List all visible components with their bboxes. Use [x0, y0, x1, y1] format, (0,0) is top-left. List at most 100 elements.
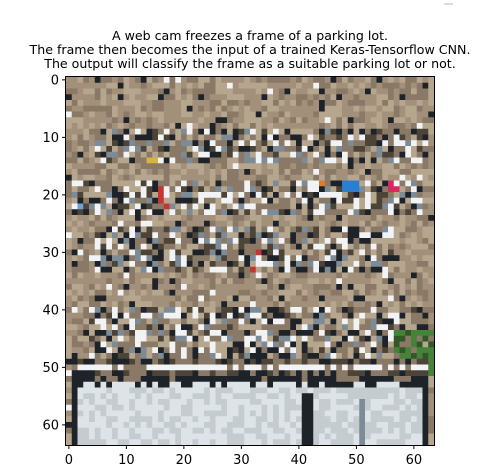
image-pixel	[152, 215, 159, 222]
image-pixel	[342, 347, 349, 354]
image-pixel	[94, 169, 101, 176]
image-pixel	[428, 335, 435, 342]
image-pixel	[405, 243, 412, 250]
image-pixel	[192, 163, 199, 170]
image-pixel	[238, 399, 245, 406]
image-pixel	[353, 111, 360, 118]
image-pixel	[215, 312, 222, 319]
image-pixel	[89, 94, 96, 101]
image-pixel	[428, 433, 435, 440]
image-pixel	[278, 347, 285, 354]
image-pixel	[261, 312, 268, 319]
image-pixel	[388, 192, 395, 199]
image-pixel	[117, 220, 124, 227]
image-pixel	[416, 358, 423, 365]
image-pixel	[307, 192, 314, 199]
image-pixel	[238, 364, 245, 371]
image-pixel	[83, 151, 90, 158]
image-pixel	[330, 261, 337, 268]
image-pixel	[152, 88, 159, 95]
image-pixel	[347, 209, 354, 216]
image-pixel	[296, 266, 303, 273]
image-pixel	[393, 94, 400, 101]
image-pixel	[66, 284, 73, 291]
image-pixel	[365, 140, 372, 147]
image-pixel	[416, 88, 423, 95]
image-pixel	[342, 272, 349, 279]
image-pixel	[146, 232, 153, 239]
image-pixel	[89, 410, 96, 417]
image-pixel	[192, 105, 199, 112]
image-pixel	[89, 82, 96, 89]
image-pixel	[198, 226, 205, 233]
image-pixel	[347, 255, 354, 262]
image-pixel	[284, 169, 291, 176]
image-pixel	[152, 163, 159, 170]
image-pixel	[146, 341, 153, 348]
image-pixel	[175, 301, 182, 308]
image-pixel	[135, 128, 142, 135]
image-pixel	[140, 272, 147, 279]
image-pixel	[112, 174, 119, 181]
image-pixel	[83, 289, 90, 296]
image-pixel	[261, 422, 268, 429]
image-pixel	[71, 312, 78, 319]
image-pixel	[238, 94, 245, 101]
image-pixel	[353, 209, 360, 216]
image-pixel	[100, 180, 107, 187]
image-pixel	[232, 88, 239, 95]
image-pixel	[250, 324, 257, 331]
image-pixel	[370, 278, 377, 285]
image-pixel	[71, 151, 78, 158]
image-pixel	[382, 393, 389, 400]
image-pixel	[273, 404, 280, 411]
image-pixel	[158, 117, 165, 124]
image-pixel	[376, 128, 383, 135]
image-pixel	[307, 422, 314, 429]
image-pixel	[140, 439, 147, 446]
image-pixel	[117, 295, 124, 302]
image-pixel	[232, 433, 239, 440]
image-pixel	[100, 105, 107, 112]
image-pixel	[232, 232, 239, 239]
image-pixel	[112, 192, 119, 199]
image-pixel	[77, 77, 84, 84]
image-pixel	[284, 123, 291, 130]
image-pixel	[347, 393, 354, 400]
image-pixel	[152, 393, 159, 400]
image-pixel	[181, 358, 188, 365]
image-pixel	[94, 146, 101, 153]
image-pixel	[152, 169, 159, 176]
image-pixel	[198, 209, 205, 216]
image-pixel	[342, 318, 349, 325]
image-pixel	[422, 128, 429, 135]
image-pixel	[428, 88, 435, 95]
image-pixel	[382, 180, 389, 187]
image-pixel	[353, 312, 360, 319]
image-pixel	[192, 128, 199, 135]
image-pixel	[296, 249, 303, 256]
image-pixel	[129, 226, 136, 233]
image-pixel	[313, 301, 320, 308]
image-pixel	[186, 370, 193, 377]
image-pixel	[181, 215, 188, 222]
image-pixel	[399, 157, 406, 164]
image-pixel	[428, 284, 435, 291]
image-pixel	[89, 399, 96, 406]
image-pixel	[399, 393, 406, 400]
image-pixel	[66, 295, 73, 302]
image-pixel	[411, 307, 418, 314]
image-pixel	[255, 347, 262, 354]
image-pixel	[163, 134, 170, 141]
image-pixel	[209, 387, 216, 394]
image-pixel	[186, 203, 193, 210]
image-pixel	[244, 100, 251, 107]
image-pixel	[100, 399, 107, 406]
image-pixel	[66, 358, 73, 365]
image-pixel	[140, 301, 147, 308]
image-pixel	[307, 307, 314, 314]
image-pixel	[290, 238, 297, 245]
image-pixel	[342, 186, 349, 193]
image-pixel	[146, 203, 153, 210]
image-pixel	[77, 393, 84, 400]
